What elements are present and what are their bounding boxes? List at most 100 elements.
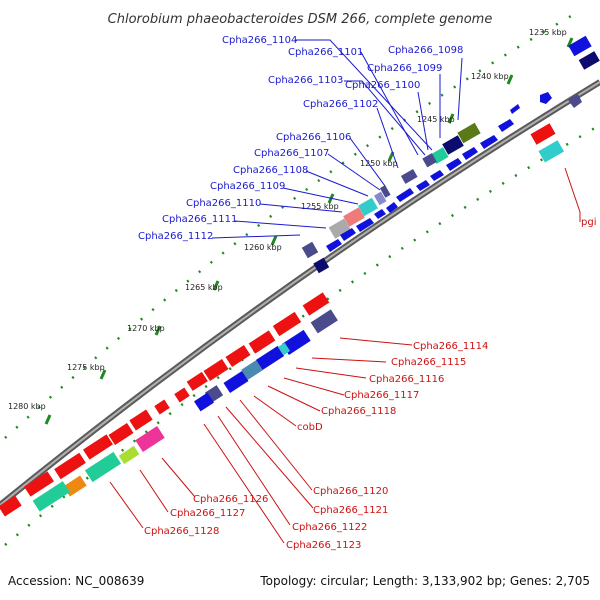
gene-arrow[interactable]	[498, 119, 514, 132]
gene-feature[interactable]	[530, 123, 556, 145]
leader-lines-upper	[211, 39, 463, 239]
gene-feature[interactable]	[578, 51, 600, 70]
gene-feature[interactable]	[358, 197, 378, 217]
tick-label: 1280 kbp	[8, 402, 46, 411]
gene-feature[interactable]	[442, 135, 464, 155]
gene-arrow[interactable]	[356, 218, 374, 232]
gene-arrow[interactable]	[374, 209, 386, 219]
gene-label[interactable]: Cpha266_1098	[388, 45, 463, 56]
gene-feature[interactable]	[400, 169, 418, 184]
gene-label[interactable]: Cpha266_1106	[276, 132, 351, 143]
tick-label: 1265 kbp	[185, 283, 223, 292]
gene-feature[interactable]	[568, 94, 582, 108]
gene-label[interactable]: Cpha266_1126	[193, 494, 268, 505]
gene-label[interactable]: Cpha266_1109	[210, 181, 285, 192]
gene-feature[interactable]	[23, 471, 55, 497]
tick-label: 1240 kbp	[471, 72, 509, 81]
gene-label[interactable]: Cpha266_1120	[313, 486, 388, 497]
gene-label[interactable]: Cpha266_1115	[391, 357, 466, 368]
gene-feature[interactable]	[281, 329, 311, 355]
gene-arrow[interactable]	[462, 147, 478, 160]
gene-label[interactable]: Cpha266_1102	[303, 99, 378, 110]
gene-label[interactable]: Cpha266_1116	[369, 374, 444, 385]
gene-feature[interactable]	[310, 309, 338, 334]
tick-label: 1255 kbp	[301, 202, 339, 211]
gene-features-inner	[0, 292, 338, 517]
gene-label[interactable]: Cpha266_1121	[313, 505, 388, 516]
gene-label[interactable]: Cpha266_1112	[138, 231, 213, 242]
tick-marks	[44, 37, 574, 425]
gene-label[interactable]: Cpha266_1111	[162, 214, 237, 225]
gene-arrow[interactable]	[386, 202, 398, 213]
gene-label[interactable]: Cpha266_1127	[170, 508, 245, 519]
gene-feature[interactable]	[203, 358, 229, 382]
gene-feature[interactable]	[540, 92, 552, 104]
tick-label: 1235 kbp	[529, 28, 567, 37]
gene-label[interactable]: Cpha266_1122	[292, 522, 367, 533]
gene-arrow[interactable]	[340, 228, 356, 241]
gene-feature[interactable]	[84, 451, 122, 483]
gene-feature[interactable]	[538, 140, 565, 163]
gene-feature[interactable]	[379, 185, 391, 198]
gene-feature[interactable]	[118, 445, 140, 465]
gene-arrow[interactable]	[510, 104, 520, 114]
gene-label[interactable]: pgi	[581, 217, 596, 228]
gene-features-right	[530, 123, 565, 163]
gene-feature[interactable]	[343, 207, 365, 227]
tick-labels: 1235 kbp 1240 kbp 1245 kbp 1250 kbp 1255…	[8, 28, 567, 411]
gene-feature[interactable]	[422, 153, 437, 168]
gene-label[interactable]: Cpha266_1118	[321, 406, 396, 417]
gene-feature[interactable]	[129, 409, 153, 431]
gene-feature[interactable]	[313, 257, 330, 274]
gene-feature[interactable]	[241, 360, 263, 380]
gene-arrow[interactable]	[326, 239, 342, 252]
gene-feature[interactable]	[374, 191, 387, 206]
gene-label[interactable]: Cpha266_1101	[288, 47, 363, 58]
map-title: Chlorobium phaeobacteroides DSM 266, com…	[108, 12, 493, 27]
gene-feature[interactable]	[272, 311, 302, 337]
gene-feature[interactable]	[108, 422, 134, 446]
gene-feature[interactable]	[32, 481, 70, 512]
gene-label[interactable]: Cpha266_1099	[367, 63, 442, 74]
gene-arrow[interactable]	[480, 135, 498, 149]
gene-arrow[interactable]	[396, 188, 414, 202]
gene-feature[interactable]	[135, 426, 165, 452]
gene-arrow[interactable]	[416, 180, 430, 191]
topology-text: Topology: circular; Length: 3,133,902 bp…	[259, 574, 590, 588]
gene-feature[interactable]	[223, 370, 249, 394]
genome-backbone	[0, 79, 600, 508]
gene-feature[interactable]	[277, 342, 291, 356]
gene-feature[interactable]	[154, 399, 170, 415]
gene-feature[interactable]	[82, 434, 114, 460]
gene-feature[interactable]	[248, 330, 276, 354]
gene-feature[interactable]	[328, 218, 351, 239]
gene-label[interactable]: Cpha266_1108	[233, 165, 308, 176]
gene-feature[interactable]	[0, 495, 22, 517]
gene-label[interactable]: Cpha266_1107	[254, 148, 329, 159]
gene-label[interactable]: Cpha266_1103	[268, 75, 343, 86]
gene-feature[interactable]	[225, 344, 251, 368]
gene-feature[interactable]	[457, 122, 481, 144]
gene-label[interactable]: cobD	[297, 422, 323, 433]
gene-feature[interactable]	[54, 452, 86, 480]
genome-backbone-highlight	[0, 81, 600, 506]
gene-label[interactable]: Cpha266_1100	[345, 80, 420, 91]
gene-label[interactable]: Cpha266_1114	[413, 341, 488, 352]
gene-arrow[interactable]	[446, 158, 462, 171]
leader-lines-lower	[109, 167, 581, 544]
gene-label[interactable]: Cpha266_1110	[186, 198, 261, 209]
gene-label[interactable]: Cpha266_1117	[344, 390, 419, 401]
gene-feature[interactable]	[302, 292, 330, 316]
gene-features-outer	[301, 35, 600, 274]
gene-label[interactable]: Cpha266_1123	[286, 540, 361, 551]
gene-label[interactable]: Cpha266_1104	[222, 35, 297, 46]
gene-label[interactable]: Cpha266_1128	[144, 526, 219, 537]
gene-feature[interactable]	[568, 35, 592, 57]
gene-feature[interactable]	[186, 371, 208, 391]
gene-feature[interactable]	[301, 241, 319, 259]
gene-arrow[interactable]	[430, 170, 444, 181]
gene-feature[interactable]	[255, 345, 285, 371]
gene-feature[interactable]	[194, 392, 214, 412]
gene-feature[interactable]	[174, 387, 190, 403]
